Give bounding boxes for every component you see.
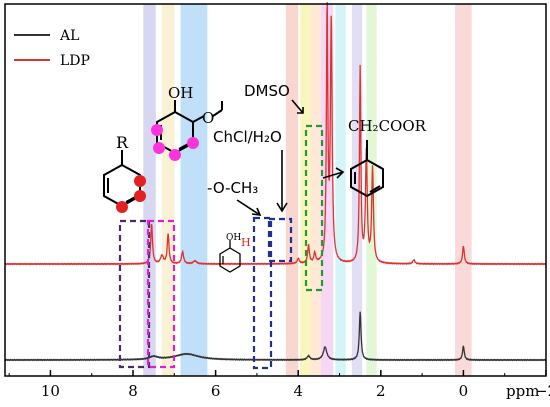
highlight-bands xyxy=(143,4,472,376)
band-10 xyxy=(455,4,472,376)
x-tick-label-2: 6 xyxy=(211,382,221,400)
dot-red-1 xyxy=(134,175,146,187)
x-tick-label-3: 4 xyxy=(293,382,303,400)
x-tick-label-5: 0 xyxy=(459,382,469,400)
x-tick-label-0: 10 xyxy=(41,382,60,400)
label-o-guaiacyl: O xyxy=(202,109,214,127)
series-line-al xyxy=(4,311,547,362)
legend-label-ldp: LDP xyxy=(60,53,90,69)
dot-red-3 xyxy=(116,201,128,213)
band-7 xyxy=(335,4,346,376)
dot-magenta-4 xyxy=(187,137,199,149)
legend-label-al: AL xyxy=(59,28,79,44)
box-methoxy xyxy=(252,216,273,370)
dot-magenta-3 xyxy=(169,149,181,161)
band-0 xyxy=(143,4,156,376)
label-chcl-h2o: ChCl/H₂O xyxy=(213,128,282,146)
dot-magenta-2 xyxy=(153,142,165,154)
spectra-lines xyxy=(4,2,547,362)
dot-magenta-1 xyxy=(151,124,163,136)
plot-frame xyxy=(4,3,547,377)
box-chcl xyxy=(267,217,293,263)
x-axis: 10 8 6 4 2 0 −2 xyxy=(8,370,550,400)
band-3 xyxy=(285,4,299,376)
dot-red-2 xyxy=(134,190,146,202)
x-tick-label-6: −2 xyxy=(535,382,550,400)
band-5 xyxy=(310,4,321,376)
annotation-arrows xyxy=(236,99,345,216)
dashed-boxes xyxy=(118,124,324,370)
structure-phenylacetate xyxy=(350,140,384,198)
label-och3: -O-CH₃ xyxy=(207,179,258,197)
label-h-red: H xyxy=(241,236,251,249)
structure-phenol xyxy=(219,240,241,273)
label-dmso: DMSO xyxy=(244,82,290,100)
label-oh-phenol: OH xyxy=(226,233,241,243)
series-line-ldp xyxy=(4,2,547,266)
label-ch2coor: CH₂COOR xyxy=(348,117,427,135)
label-oh-guaiacyl: OH xyxy=(168,84,193,102)
box-aromatic-right xyxy=(146,219,176,369)
band-2 xyxy=(180,4,208,376)
band-1 xyxy=(161,4,175,376)
x-tick-label-1: 8 xyxy=(128,382,138,400)
legend: AL LDP xyxy=(14,28,90,69)
label-r: R xyxy=(116,133,129,152)
x-axis-label: ppm xyxy=(506,382,539,400)
x-tick-label-4: 2 xyxy=(376,382,386,400)
